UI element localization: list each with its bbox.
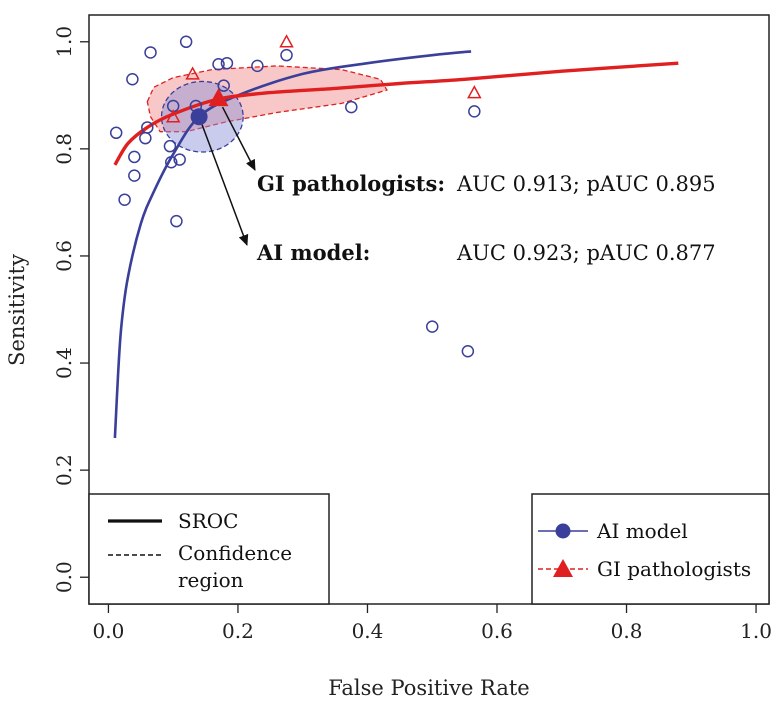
gi-sroc-curve bbox=[113, 61, 679, 166]
legend-series: AI model GI pathologists bbox=[531, 493, 770, 605]
y-tick-label: 0.8 bbox=[52, 133, 76, 165]
ai-study-points bbox=[109, 35, 481, 358]
ai-study-point bbox=[170, 214, 183, 228]
ai-study-point bbox=[163, 139, 177, 153]
ai-study-point bbox=[164, 156, 178, 169]
x-tick-label: 0.4 bbox=[352, 619, 384, 643]
legend-confidence-label: Confidence bbox=[178, 541, 292, 565]
gi-study-point bbox=[279, 34, 294, 48]
legend-ai-label: AI model bbox=[596, 519, 688, 543]
ai-study-point bbox=[425, 320, 439, 333]
x-axis-label: False Positive Rate bbox=[328, 676, 529, 700]
ai-annotation-arrow bbox=[201, 124, 249, 246]
x-tick-label: 0.0 bbox=[93, 619, 125, 643]
ai-study-point bbox=[461, 345, 475, 358]
gi-study-point bbox=[467, 85, 482, 99]
legend-region-label: region bbox=[178, 568, 244, 592]
ai-summary-point bbox=[190, 108, 208, 126]
x-tick-label: 0.6 bbox=[481, 619, 513, 643]
y-tick-label: 1.0 bbox=[52, 26, 76, 58]
ai-sroc-curve bbox=[113, 50, 472, 439]
ai-annotation-label: AI model: bbox=[256, 240, 370, 265]
ai-study-point bbox=[128, 150, 141, 164]
ai-study-point bbox=[251, 59, 264, 73]
x-axis: 0.0 0.2 0.4 0.6 0.8 1.0 bbox=[93, 604, 772, 643]
ai-study-point bbox=[468, 105, 481, 118]
y-tick-label: 0.6 bbox=[52, 240, 76, 272]
gi-summary-point bbox=[208, 88, 229, 107]
legend-sroc-label: SROC bbox=[178, 509, 238, 533]
ai-study-point bbox=[179, 35, 193, 49]
ai-study-point bbox=[128, 169, 141, 182]
gi-annotation-label: GI pathologists: bbox=[257, 171, 445, 196]
legend-ai-marker bbox=[555, 523, 571, 539]
ai-study-point bbox=[280, 48, 293, 62]
ai-study-point bbox=[212, 58, 225, 71]
gi-study-point bbox=[165, 109, 181, 123]
gi-annotation-arrow bbox=[221, 106, 256, 171]
y-axis: 0.0 0.2 0.4 0.6 0.8 1.0 bbox=[52, 26, 89, 593]
y-axis-label: Sensitivity bbox=[5, 254, 29, 366]
plot-frame bbox=[88, 14, 770, 605]
legend-gi-marker bbox=[553, 559, 573, 577]
legend-gi-label: GI pathologists bbox=[597, 557, 751, 581]
ai-study-point bbox=[144, 46, 157, 59]
gi-study-points bbox=[165, 34, 482, 123]
ai-study-point bbox=[173, 153, 186, 166]
gi-study-point bbox=[185, 66, 200, 80]
y-tick-label: 0.2 bbox=[52, 454, 76, 486]
x-tick-label: 0.2 bbox=[222, 619, 254, 643]
ai-study-point bbox=[126, 73, 139, 86]
legend-line-style: SROC Confidence region bbox=[88, 493, 330, 605]
x-tick-label: 0.8 bbox=[611, 619, 643, 643]
ai-study-point bbox=[109, 126, 123, 140]
ai-study-point bbox=[217, 79, 230, 92]
ai-study-point bbox=[118, 193, 131, 206]
gi-annotation-stats: AUC 0.913; pAUC 0.895 bbox=[456, 172, 716, 196]
ai-study-point bbox=[345, 100, 358, 114]
ai-study-point bbox=[220, 56, 234, 70]
x-tick-label: 1.0 bbox=[740, 619, 772, 643]
ai-study-point bbox=[139, 131, 152, 145]
y-tick-label: 0.0 bbox=[52, 561, 76, 593]
y-tick-label: 0.4 bbox=[52, 347, 76, 379]
ai-study-point bbox=[141, 121, 154, 134]
ai-annotation-stats: AUC 0.923; pAUC 0.877 bbox=[456, 241, 716, 265]
